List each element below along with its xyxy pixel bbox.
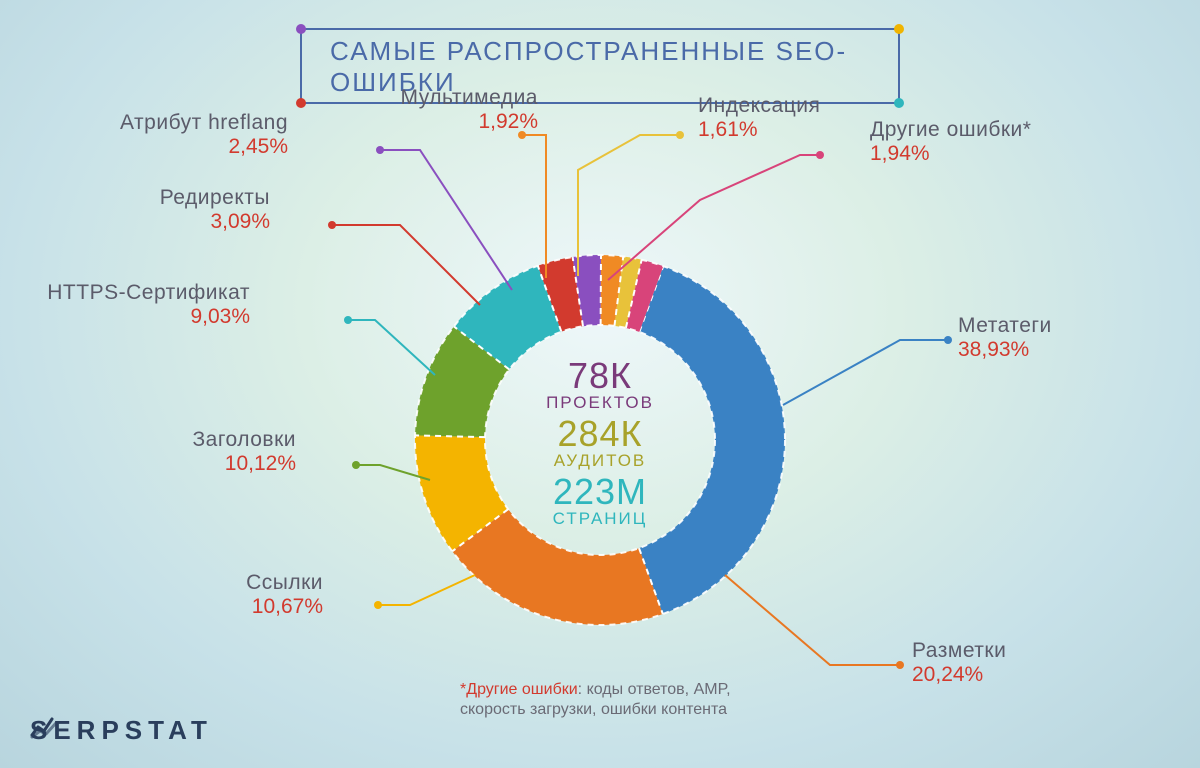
center-stat: 284КАУДИТОВ <box>490 416 710 477</box>
leader-multimedia <box>522 135 546 278</box>
footnote: *Другие ошибки: коды ответов, AMP,скорос… <box>460 680 731 720</box>
label-hreflang: Атрибут hreflang2,45% <box>120 111 288 159</box>
brand-logo: SERPSTAT <box>30 715 213 746</box>
center-stat: 223МСТРАНИЦ <box>490 474 710 535</box>
brand-icon <box>30 715 58 739</box>
leader-markup <box>725 575 900 665</box>
leader-hreflang <box>380 150 512 290</box>
leader-links <box>378 575 475 605</box>
leader-https <box>348 320 435 375</box>
center-stat: 78КПРОЕКТОВ <box>490 358 710 419</box>
leader-redirects <box>332 225 480 305</box>
label-links: Ссылки10,67% <box>246 571 323 619</box>
label-meta: Метатеги38,93% <box>958 314 1052 362</box>
label-redirects: Редиректы3,09% <box>160 186 270 234</box>
label-multimedia: Мультимедиа1,92% <box>401 86 539 134</box>
label-indexing: Индексация1,61% <box>698 94 820 142</box>
leader-meta <box>783 340 948 405</box>
leader-indexing <box>578 135 680 276</box>
label-headings: Заголовки10,12% <box>192 428 296 476</box>
label-other: Другие ошибки*1,94% <box>870 118 1031 166</box>
label-markup: Разметки20,24% <box>912 639 1006 687</box>
label-https: HTTPS-Сертификат9,03% <box>47 281 250 329</box>
